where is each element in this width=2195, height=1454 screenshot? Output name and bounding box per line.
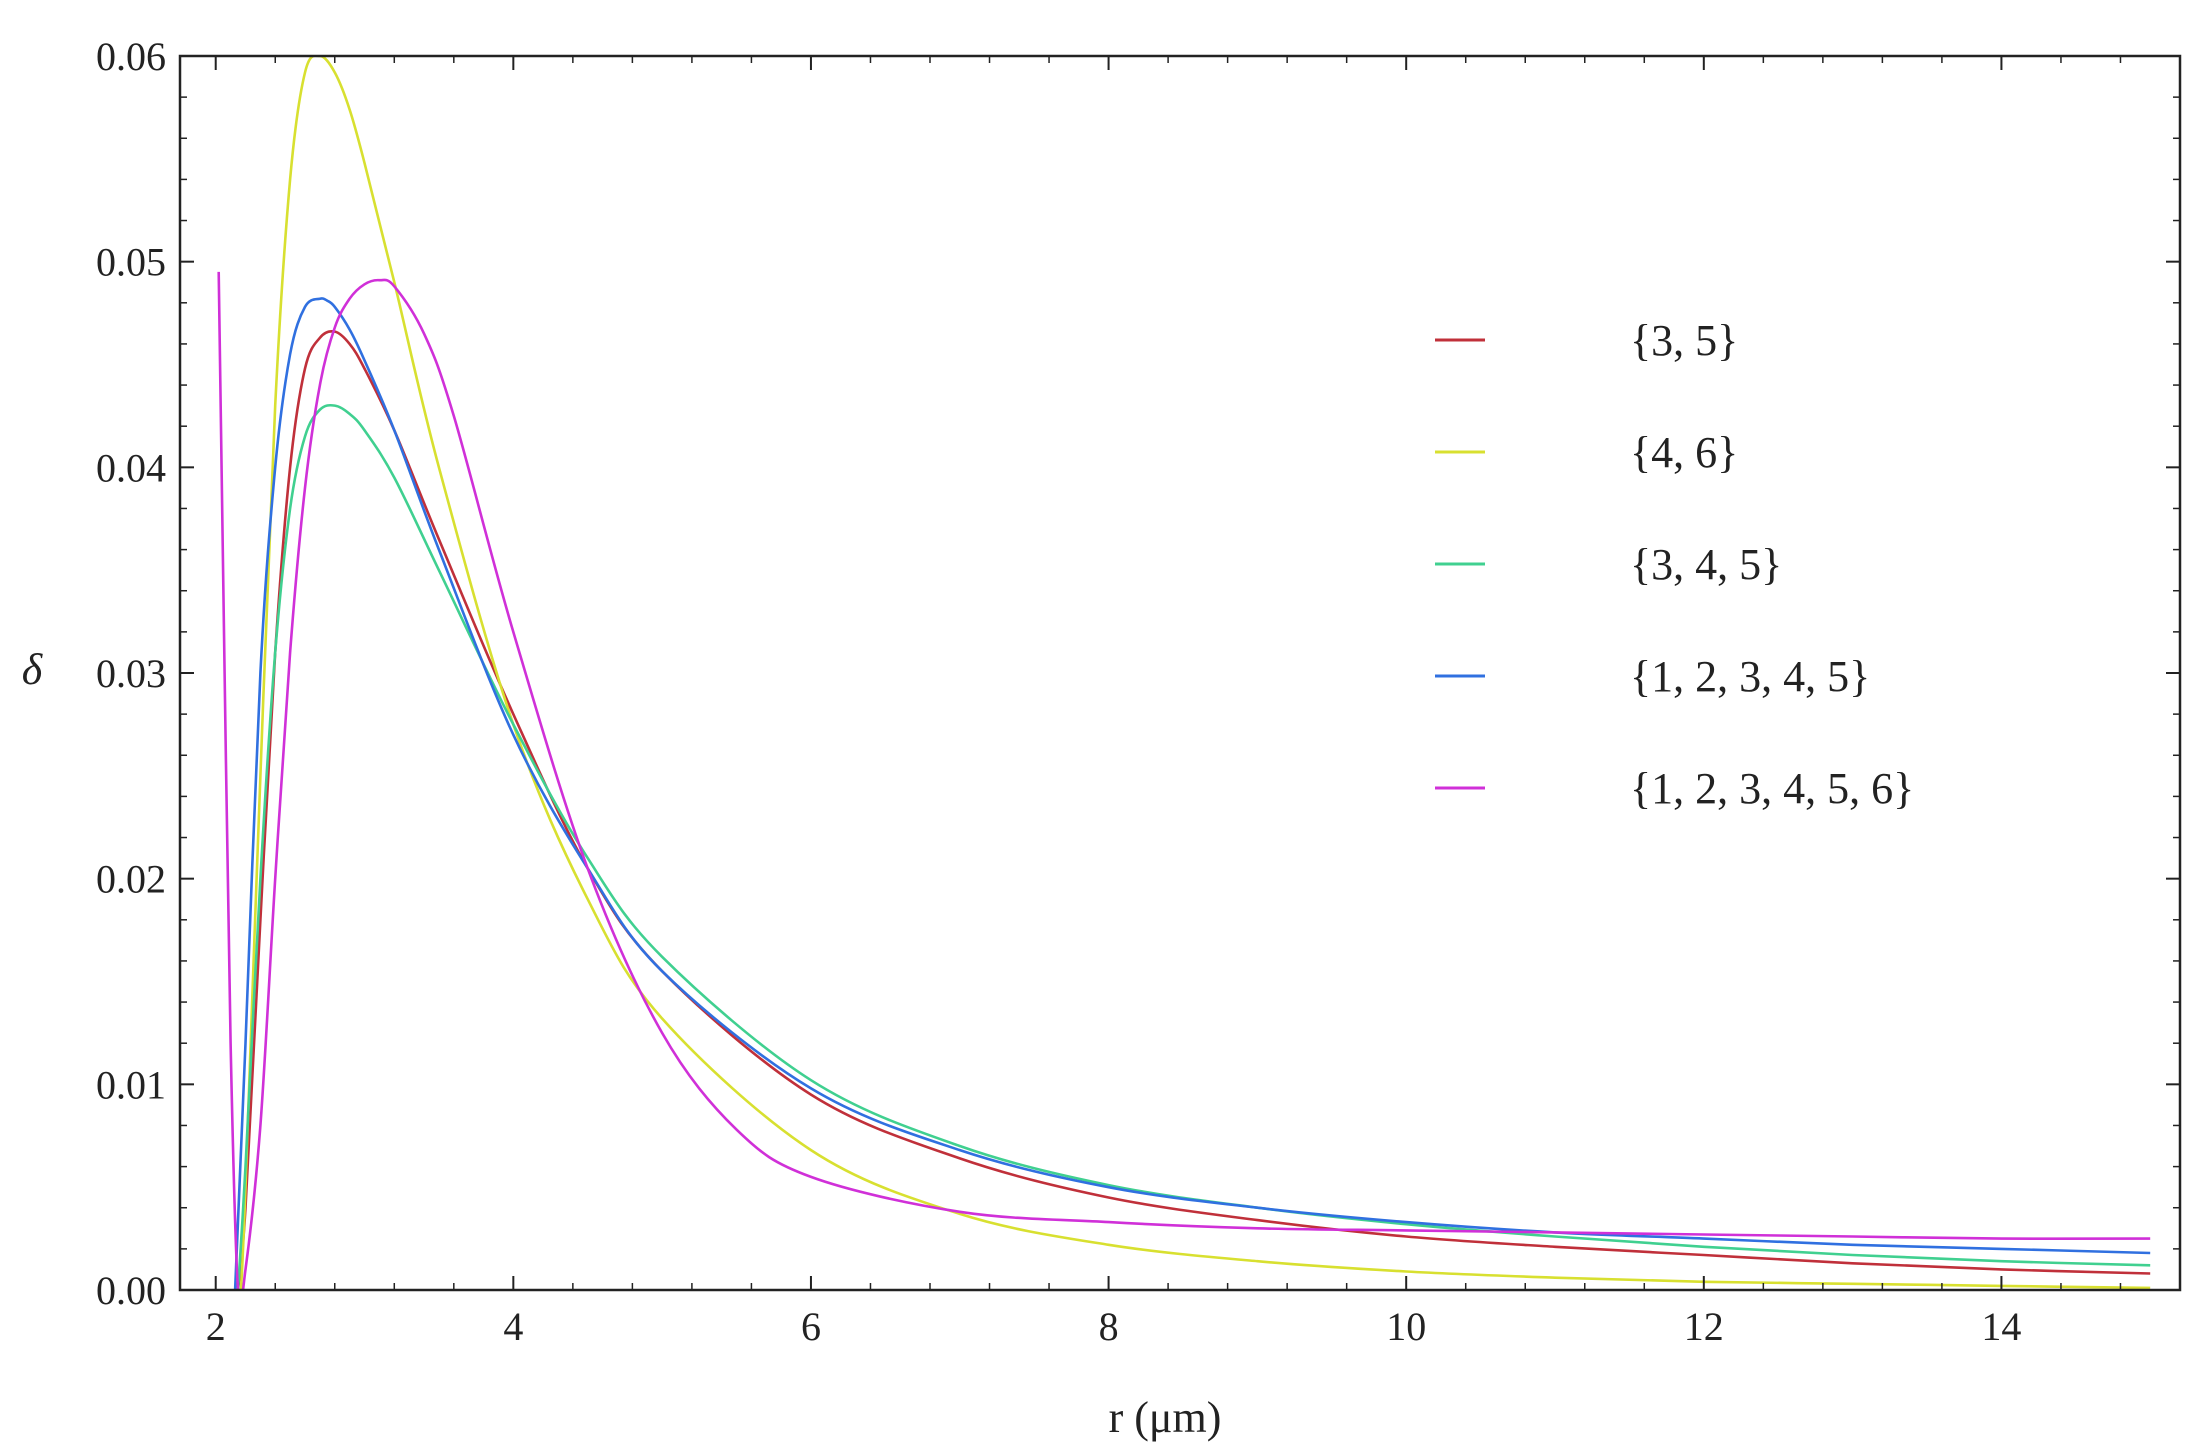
series-line-1 (236, 329, 2151, 1290)
y-tick-label: 0.05 (96, 240, 166, 285)
legend-label-2: {4, 6} (1630, 428, 1738, 477)
legend-label-5: {1, 2, 3, 4, 5, 6} (1630, 764, 1914, 813)
legend-label-4: {1, 2, 3, 4, 5} (1630, 652, 1870, 701)
legend-label-1: {3, 5} (1630, 316, 1738, 365)
x-tick-label: 14 (1981, 1304, 2021, 1349)
y-tick-label: 0.02 (96, 857, 166, 902)
legend: {3, 5} {4, 6} {3, 4, 5} {1, 2, 3, 4, 5} {1, … (1435, 316, 1914, 813)
y-tick-label: 0.03 (96, 651, 166, 696)
x-axis-title: r (μm) (1109, 1393, 1222, 1442)
axes-layer: 2 4 6 8 10 12 14 0.00 0.01 0.02 0.03 0.04 0.05 0.06 (96, 34, 2182, 1349)
x-tick-label: 6 (801, 1304, 821, 1349)
series-layer (217, 56, 2151, 1290)
y-tick-label: 0.00 (96, 1268, 166, 1313)
y-tick-label: 0.04 (96, 445, 166, 490)
y-axis-title: δ (22, 645, 44, 694)
series-line-5 (217, 271, 2151, 1290)
series-line-2 (239, 56, 2151, 1290)
x-tick-label: 12 (1684, 1304, 1724, 1349)
x-tick-label: 8 (1099, 1304, 1119, 1349)
legend-label-3: {3, 4, 5} (1630, 540, 1782, 589)
x-tick-label: 4 (503, 1304, 523, 1349)
x-tick-label: 10 (1386, 1304, 1426, 1349)
y-tick-label: 0.06 (96, 34, 166, 79)
y-tick-label: 0.01 (96, 1062, 166, 1107)
x-tick-label: 2 (206, 1304, 226, 1349)
